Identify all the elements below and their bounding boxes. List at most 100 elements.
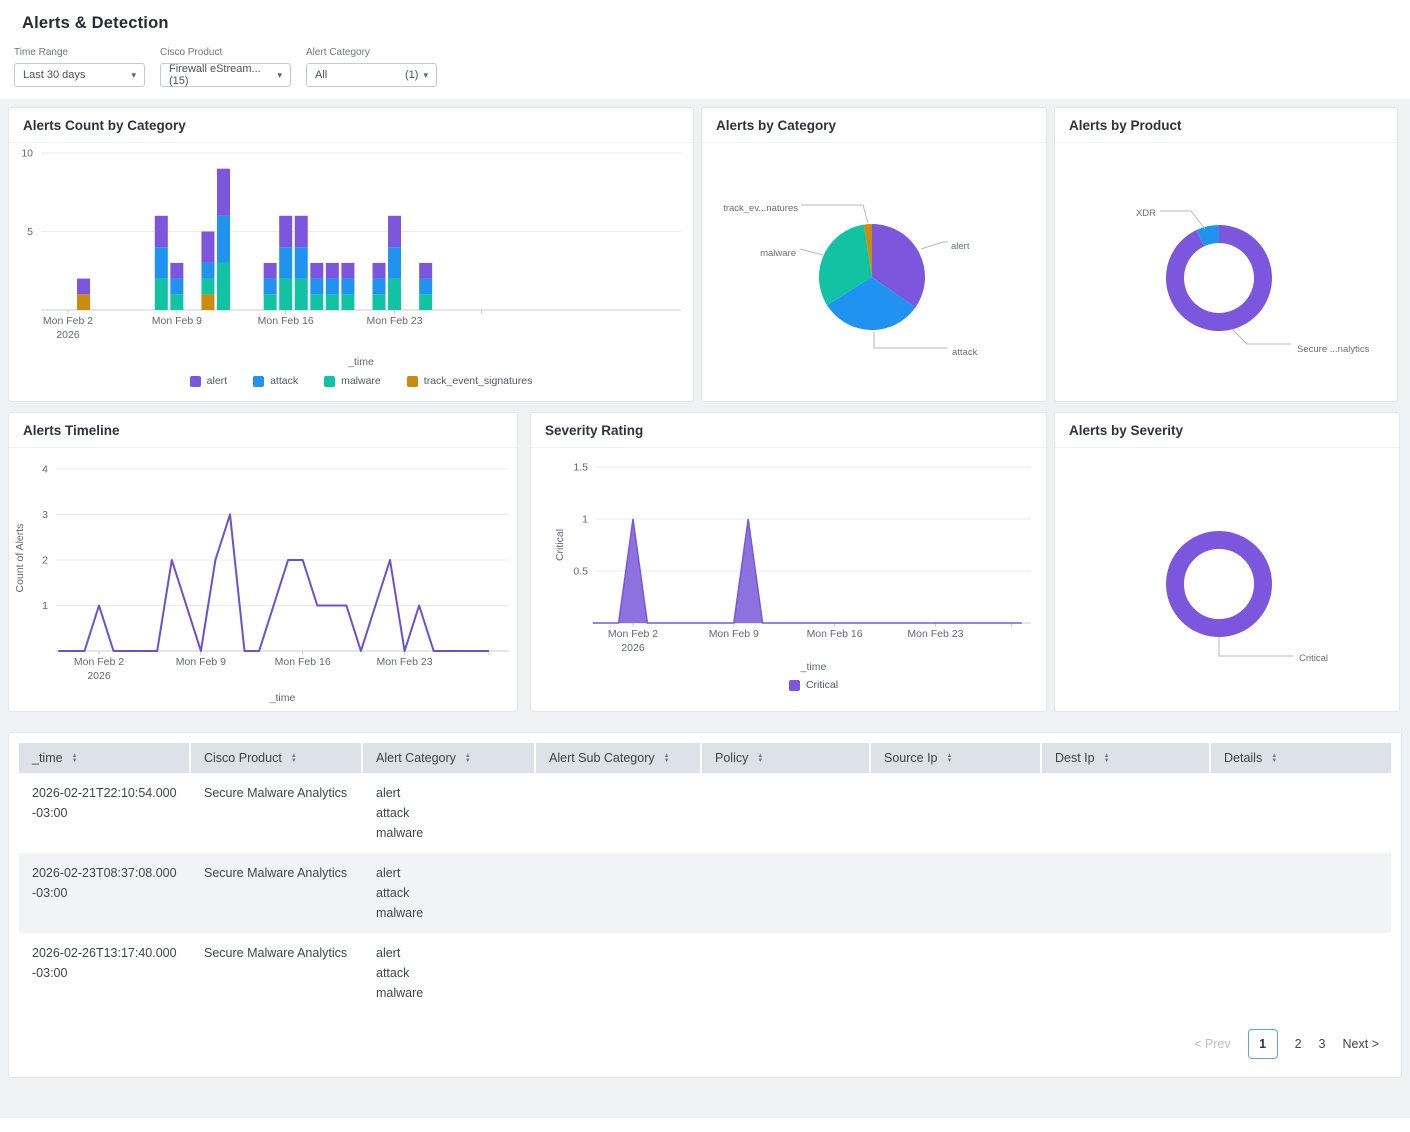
line-series[interactable] [58,513,489,652]
line-chart[interactable]: 1 2 3 4 Mon Feb 2 2026 Mon Feb 9 Mon Feb 16 Mon … [9,448,517,686]
panel-title: Alerts by Product [1069,118,1182,133]
bar-segment-attack[interactable] [217,215,230,263]
donut-slice-Secure ...nalytics[interactable] [1165,225,1272,331]
column-header-source-ip[interactable]: Source Ip ▲ ▼ [871,743,1042,773]
legend-item-malware[interactable]: malware [324,375,381,387]
bar-segment-alert[interactable] [419,262,433,279]
prev-page-button[interactable]: < Prev [1194,1037,1231,1051]
bar-segment-alert[interactable] [201,231,215,263]
bar-segment-alert[interactable] [388,215,402,248]
column-header-_time[interactable]: _time ▲ ▼ [19,743,191,773]
bar-segment-attack[interactable] [372,278,386,295]
bar-segment-malware[interactable] [263,294,277,310]
pie-slice-track_ev...natures[interactable] [863,224,872,277]
x-tick-label: Mon Feb 23 [377,656,433,668]
cell: Secure Malware Analytics [191,853,363,933]
column-header-details[interactable]: Details ▲ ▼ [1211,743,1391,773]
page-button-3[interactable]: 3 [1318,1037,1326,1051]
legend-swatch-icon [406,375,418,387]
area-chart[interactable]: 0.5 1 1.5 Mon Feb 2 2026 Mon Feb 9 Mon Feb 16 M… [531,448,1046,660]
cell [1042,853,1211,933]
bar-segment-alert[interactable] [279,215,293,248]
bar-segment-attack[interactable] [170,278,184,295]
page-header: Alerts & Detection Time Range Last 30 da… [0,0,1410,99]
legend-item-track_event_signatures[interactable]: track_event_signatures [406,375,532,387]
bar-segment-alert[interactable] [310,262,324,279]
bar-segment-malware[interactable] [170,294,184,310]
chevron-right-icon: > [1371,1037,1379,1051]
bar-segment-malware[interactable] [217,262,230,310]
table-row[interactable]: 2026-02-23T08:37:08.000-03:00 Secure Malw… [19,853,1391,933]
bar-segment-attack[interactable] [294,247,308,279]
bar-segment-attack[interactable] [325,278,339,295]
callout-line [1218,637,1293,657]
bar-segment-alert[interactable] [170,262,184,279]
bar-segment-alert[interactable] [341,262,355,279]
page-button-1[interactable]: 1 [1247,1029,1278,1059]
slice-label: malware [760,248,796,259]
column-header-cisco-product[interactable]: Cisco Product ▲ ▼ [191,743,363,773]
column-header-dest-ip[interactable]: Dest Ip ▲ ▼ [1042,743,1211,773]
cisco-product-dropdown[interactable]: Firewall eStream... (15) ▾ [160,63,291,87]
bar-segment-attack[interactable] [419,278,433,295]
bar-segment-attack[interactable] [341,278,355,295]
bar-segment-malware[interactable] [294,278,308,310]
bar-segment-malware[interactable] [310,294,324,310]
area-series[interactable] [592,519,1022,623]
bar-segment-alert[interactable] [77,278,91,295]
bar-segment-malware[interactable] [154,278,168,310]
x-tick-label: 2026 [621,642,645,654]
chevron-down-icon: ▾ [277,69,282,80]
legend-item-Critical[interactable]: Critical [788,679,838,691]
legend-item-alert[interactable]: alert [189,375,227,387]
bar-segment-malware[interactable] [419,294,433,310]
pie-slice-malware[interactable] [819,224,872,306]
table-row[interactable]: 2026-02-26T13:17:40.000-03:00 Secure Malw… [19,933,1391,1013]
next-page-button[interactable]: Next > [1342,1037,1380,1051]
bar-segment-attack[interactable] [310,278,324,295]
table-row[interactable]: 2026-02-21T22:10:54.000-03:00 Secure Malw… [19,773,1391,853]
cell [1042,773,1211,853]
bar-segment-track_event_signatures[interactable] [201,294,215,310]
bar-segment-alert[interactable] [294,215,308,248]
bar-segment-alert[interactable] [325,262,339,279]
pie-slice-alert[interactable] [872,224,926,308]
bar-segment-malware[interactable] [201,278,215,295]
pie-slice-attack[interactable] [827,277,916,330]
pie-chart[interactable]: alert attack malware track_ev...natures [702,143,1046,401]
bar-segment-attack[interactable] [263,278,277,295]
bar-segment-malware[interactable] [279,278,293,310]
bar-segment-alert[interactable] [217,168,230,216]
bar-segment-attack[interactable] [388,247,402,279]
column-header-policy[interactable]: Policy ▲ ▼ [702,743,871,773]
legend-item-attack[interactable]: attack [253,375,298,387]
column-header-alert-sub-category[interactable]: Alert Sub Category ▲ ▼ [536,743,702,773]
bar-segment-malware[interactable] [388,278,402,310]
time-range-dropdown[interactable]: Last 30 days ▾ [14,63,145,87]
page-button-2[interactable]: 2 [1294,1037,1302,1051]
bar-segment-alert[interactable] [263,262,277,279]
stacked-bar-chart[interactable]: 5 10 Mon Feb 2 2026 Mon Feb 9 Mon Feb 16 Mon F… [9,143,694,355]
bar-segment-attack[interactable] [201,262,215,279]
alert-category-dropdown[interactable]: All (1) ▾ [306,63,437,87]
x-tick-label: Mon Feb 23 [907,628,963,640]
donut-chart[interactable]: Critical [1055,448,1399,710]
bar-segment-track_event_signatures[interactable] [77,294,91,310]
cell [871,853,1042,933]
bar-segment-attack[interactable] [279,247,293,279]
donut-slice-Critical[interactable] [1166,531,1272,637]
y-axis-label: Count of Alerts [14,524,26,593]
column-header-alert-category[interactable]: Alert Category ▲ ▼ [363,743,536,773]
bar-segment-alert[interactable] [372,262,386,279]
bar-segment-malware[interactable] [372,294,386,310]
bar-segment-attack[interactable] [154,247,168,279]
panel-title: Alerts by Severity [1069,423,1184,438]
bar-segment-malware[interactable] [341,294,355,310]
filter-time-range: Time Range Last 30 days ▾ [14,47,145,87]
y-tick-label: 0.5 [573,566,588,578]
donut-chart[interactable]: Secure ...nalytics XDR [1055,143,1397,401]
x-axis-label: _time [269,692,296,704]
bar-segment-malware[interactable] [325,294,339,310]
donut-slice-XDR[interactable] [1196,225,1219,247]
bar-segment-alert[interactable] [154,215,168,248]
